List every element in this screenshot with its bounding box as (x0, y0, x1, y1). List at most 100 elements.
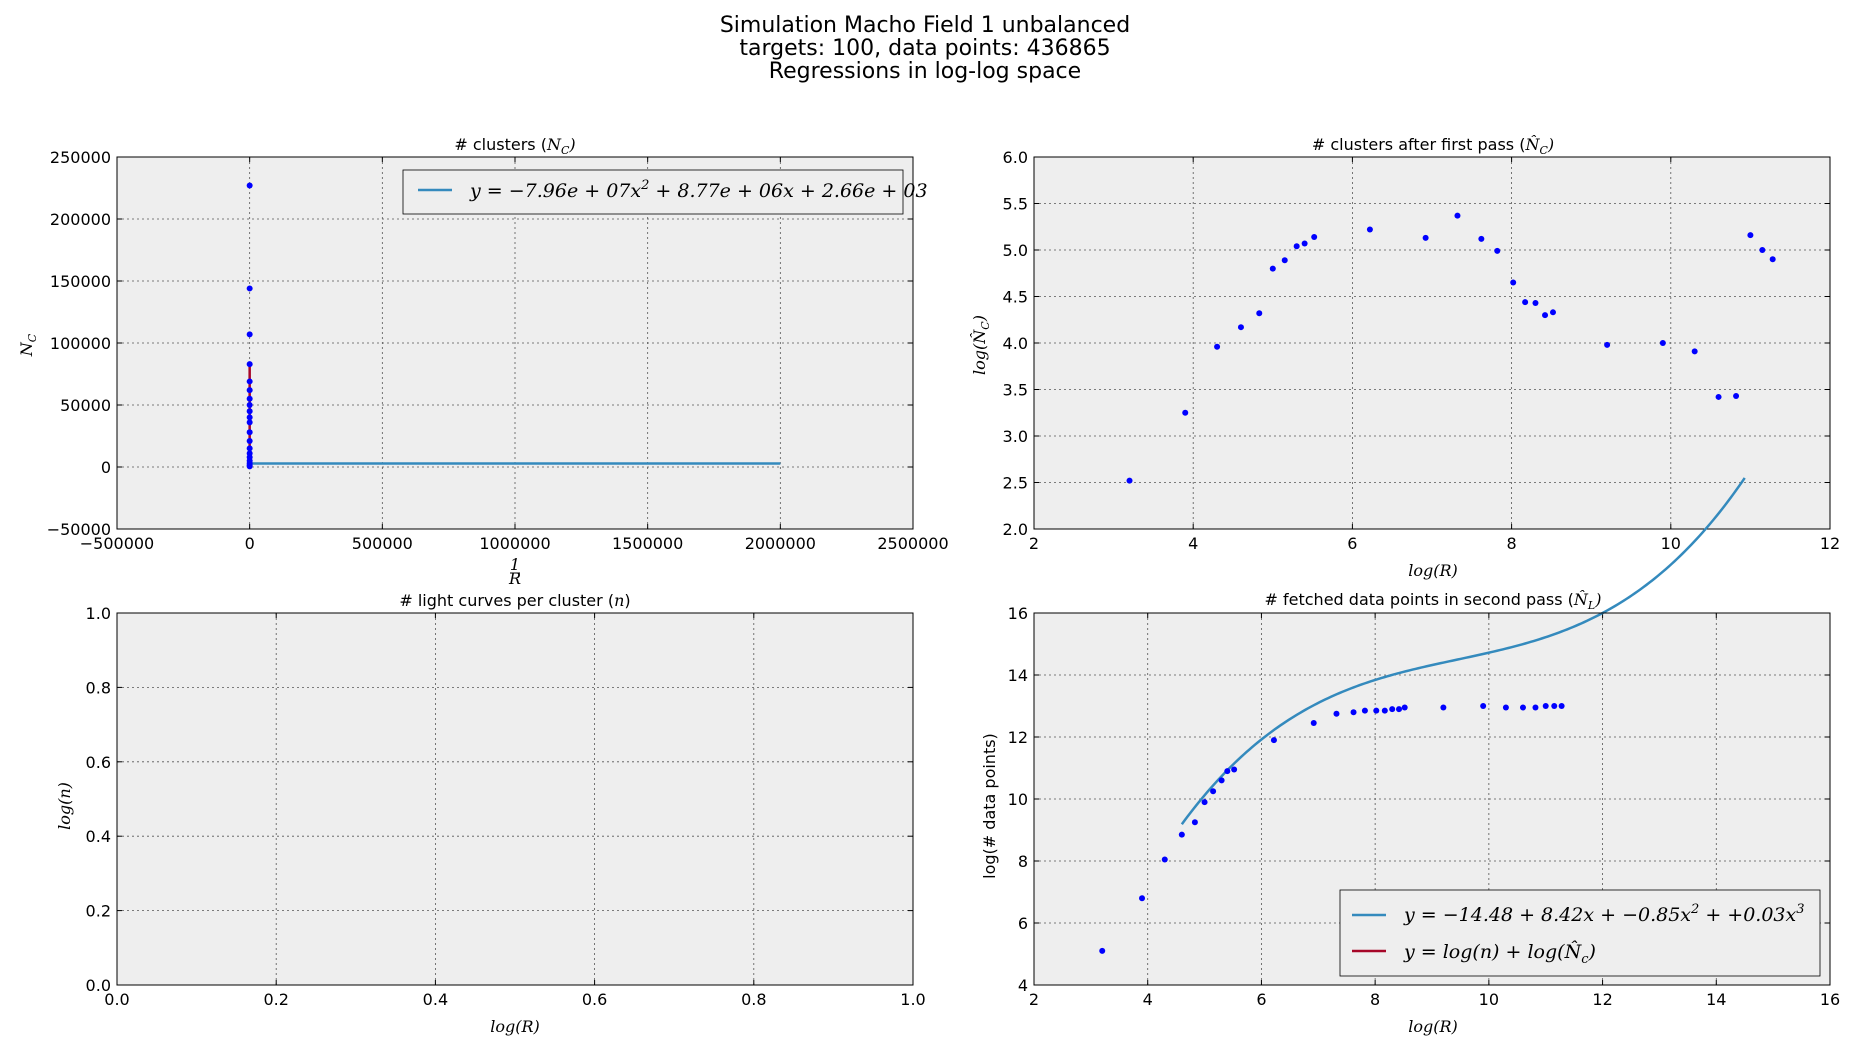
data-point (1126, 477, 1133, 484)
data-point (1558, 703, 1565, 709)
data-point (1218, 777, 1225, 784)
figure-suptitle-line-1: Simulation Macho Field 1 unbalanced (719, 13, 1131, 38)
data-point (1401, 704, 1408, 711)
legend: y = −14.48 + 8.42x + −0.85x2 + +0.03x3 y… (1339, 889, 1821, 977)
cubic-fit-curve (1180, 477, 1746, 825)
data-point (1440, 704, 1447, 711)
x-tick-label: 10 (1479, 990, 1499, 1009)
data-point (1542, 312, 1549, 319)
data-point (246, 419, 253, 426)
x-tick-label: 6 (1256, 990, 1266, 1009)
x-tick-label: 2 (1029, 990, 1039, 1009)
y-tick-label: 100000 (50, 334, 111, 353)
x-tick-label: 8 (1370, 990, 1380, 1009)
x-tick-label: 0.2 (263, 990, 288, 1009)
panel-light-curves: 0.0 0.2 0.4 0.6 0.8 1.0 0.0 0.2 0.4 0.6 0.8 1.0 # l… (55, 591, 926, 1036)
data-point (246, 445, 253, 452)
y-tick-label: 0.2 (86, 902, 111, 921)
data-point (1604, 341, 1611, 348)
y-tick-label: 2.0 (1003, 520, 1028, 539)
data-point (1191, 819, 1198, 826)
x-tick-label: 4 (1188, 534, 1198, 553)
legend-label-fit: y = −7.96e + 07x2 + 8.77e + 06x + 2.66e … (469, 178, 928, 202)
data-point (1178, 831, 1185, 838)
x-tick-label: 1.0 (900, 990, 925, 1009)
svg-text:R: R (508, 569, 521, 588)
data-point (1139, 895, 1146, 902)
data-point (1182, 409, 1189, 416)
data-marks (1099, 477, 1746, 954)
data-point (1381, 707, 1388, 714)
x-tick-label: 1000000 (479, 534, 550, 553)
data-point (1659, 340, 1666, 346)
data-point (1494, 247, 1501, 254)
data-point (1310, 720, 1317, 727)
tick-labels: 0.0 0.2 0.4 0.6 0.8 1.0 0.0 0.2 0.4 0.6 0.8 1.0 (86, 604, 926, 1009)
data-point (246, 361, 253, 368)
y-tick-label: 6.0 (1003, 148, 1028, 167)
plot-frame (1033, 612, 1831, 986)
data-point (246, 414, 253, 421)
data-point (246, 378, 253, 385)
y-tick-label: 2.5 (1003, 474, 1028, 493)
y-tick-label: 0.0 (86, 976, 111, 995)
data-point (1224, 768, 1231, 775)
data-marks (1126, 212, 1776, 484)
data-point (246, 331, 253, 338)
y-tick-label: 12 (1008, 728, 1028, 747)
x-tick-label: 10 (1661, 534, 1681, 553)
data-point (1715, 393, 1722, 400)
data-point (1161, 856, 1168, 863)
y-axis-label-log-nc: log(N̂C) (970, 315, 992, 375)
data-point (1231, 766, 1238, 773)
y-tick-label: 0 (101, 458, 111, 477)
data-point (1549, 309, 1556, 316)
data-point (246, 387, 253, 394)
plot-frame (116, 156, 914, 530)
panel-title-light-curves: # light curves per cluster (n) (399, 591, 630, 610)
y-tick-label: −50000 (47, 520, 111, 539)
svg-text:1: 1 (510, 555, 520, 574)
data-point (1480, 703, 1487, 709)
x-tick-label: 8 (1507, 534, 1517, 553)
data-point (1366, 226, 1373, 233)
data-point (1532, 704, 1539, 711)
tick-labels: 2 4 6 8 10 12 2.0 2.5 3.0 3.5 4.0 4.5 5.0 5.5 6.0 (1003, 148, 1841, 553)
data-point (246, 463, 253, 470)
plot-area (117, 613, 913, 985)
y-tick-label: 14 (1008, 666, 1028, 685)
data-point (1237, 324, 1244, 331)
x-tick-label: 2000000 (745, 534, 816, 553)
legend-label-cubic-fit: y = −14.48 + 8.42x + −0.85x2 + +0.03x3 (1403, 902, 1805, 926)
data-point (1281, 257, 1288, 264)
x-tick-label: 0 (245, 534, 255, 553)
figure-suptitle-line-2: targets: 100, data points: 436865 (739, 36, 1111, 61)
data-point (246, 402, 253, 408)
data-point (1691, 348, 1698, 355)
x-tick-label: 0.6 (582, 990, 607, 1009)
data-point (1733, 393, 1740, 400)
y-axis-label-log-n: log(n) (55, 782, 74, 830)
y-tick-label: 5.5 (1003, 195, 1028, 214)
y-tick-label: 50000 (60, 396, 111, 415)
y-tick-label: 5.0 (1003, 241, 1028, 260)
data-point (1769, 256, 1776, 263)
y-tick-label: 200000 (50, 210, 111, 229)
plot-frame (1033, 156, 1831, 530)
x-tick-label: 0.4 (423, 990, 448, 1009)
data-point (1478, 235, 1485, 242)
y-axis-label-log-data-points: log(# data points) (980, 733, 999, 879)
data-point (246, 395, 253, 402)
data-point (1293, 243, 1300, 250)
data-point (1502, 704, 1509, 711)
y-tick-label: 10 (1008, 790, 1028, 809)
data-point (1759, 247, 1766, 253)
plot-area (1034, 157, 1830, 529)
x-axis-label-log-r: log(R) (1408, 561, 1458, 580)
data-point (1747, 232, 1754, 239)
data-point (1311, 233, 1318, 240)
data-point (1099, 947, 1106, 954)
tick-labels: −500000 0 500000 1000000 1500000 2000000 25000… (47, 148, 949, 553)
